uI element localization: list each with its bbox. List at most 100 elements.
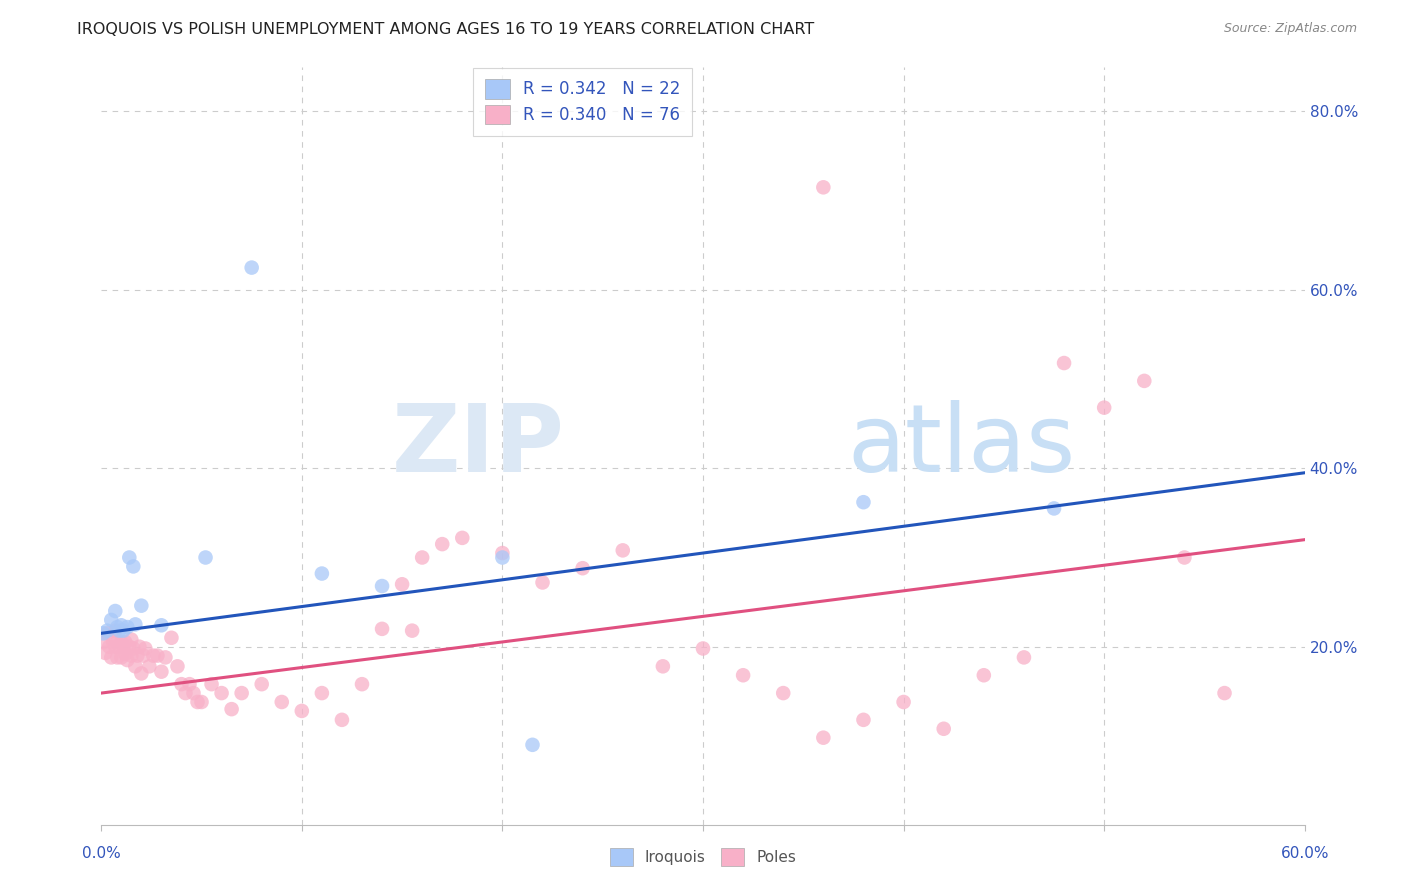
Point: [160, 631, 183, 645]
Point: [491, 550, 513, 565]
Point: [973, 668, 995, 682]
Point: [104, 604, 127, 618]
Point: [96, 626, 118, 640]
Point: [651, 659, 673, 673]
Point: [1173, 550, 1195, 565]
Point: [371, 622, 394, 636]
Point: [150, 618, 173, 632]
Point: [531, 575, 554, 590]
Point: [932, 722, 955, 736]
Point: [240, 260, 263, 275]
Point: [117, 620, 139, 634]
Point: [401, 624, 423, 638]
Point: [94, 646, 117, 660]
Point: [231, 686, 253, 700]
Point: [522, 738, 544, 752]
Point: [91, 626, 114, 640]
Point: [194, 550, 217, 565]
Point: [692, 641, 714, 656]
Point: [112, 640, 135, 654]
Point: [311, 686, 333, 700]
Point: [120, 632, 142, 647]
Point: [104, 640, 127, 654]
Point: [174, 686, 197, 700]
Point: [114, 647, 136, 661]
Point: [612, 543, 634, 558]
Point: [103, 635, 125, 649]
Point: [1012, 650, 1035, 665]
Text: atlas: atlas: [848, 400, 1076, 492]
Point: [1053, 356, 1076, 370]
Point: [291, 704, 314, 718]
Point: [491, 546, 513, 560]
Point: [118, 640, 141, 654]
Point: [183, 686, 205, 700]
Point: [122, 559, 145, 574]
Point: [112, 624, 135, 638]
Point: [91, 635, 114, 649]
Point: [134, 641, 156, 656]
Point: [150, 665, 173, 679]
Point: [330, 713, 353, 727]
Point: [1092, 401, 1115, 415]
Point: [108, 640, 131, 654]
Point: [117, 653, 139, 667]
Point: [124, 659, 146, 673]
Point: [105, 650, 128, 665]
Legend: R = 0.342   N = 22, R = 0.340   N = 76: R = 0.342 N = 22, R = 0.340 N = 76: [474, 68, 692, 136]
Point: [186, 695, 208, 709]
Point: [893, 695, 915, 709]
Point: [100, 613, 122, 627]
Point: [118, 550, 141, 565]
Point: [108, 624, 131, 638]
Point: [170, 677, 193, 691]
Point: [138, 659, 160, 673]
Point: [105, 620, 128, 634]
Point: [432, 537, 454, 551]
Point: [391, 577, 413, 591]
Text: IROQUOIS VS POLISH UNEMPLOYMENT AMONG AGES 16 TO 19 YEARS CORRELATION CHART: IROQUOIS VS POLISH UNEMPLOYMENT AMONG AG…: [77, 22, 814, 37]
Point: [371, 579, 394, 593]
Point: [250, 677, 273, 691]
Point: [1043, 501, 1066, 516]
Point: [1133, 374, 1156, 388]
Point: [813, 731, 835, 745]
Point: [98, 640, 121, 654]
Point: [571, 561, 593, 575]
Point: [105, 635, 128, 649]
Point: [128, 640, 150, 654]
Point: [110, 650, 132, 665]
Point: [155, 650, 177, 665]
Point: [852, 495, 875, 509]
Point: [451, 531, 474, 545]
Text: ZIP: ZIP: [392, 400, 565, 492]
Point: [221, 702, 243, 716]
Point: [114, 635, 136, 649]
Point: [132, 648, 155, 663]
Point: [200, 677, 222, 691]
Legend: Iroquois, Poles: Iroquois, Poles: [602, 841, 804, 873]
Point: [852, 713, 875, 727]
Point: [100, 650, 122, 665]
Point: [190, 695, 212, 709]
Text: Source: ZipAtlas.com: Source: ZipAtlas.com: [1223, 22, 1357, 36]
Point: [772, 686, 794, 700]
Point: [104, 624, 127, 638]
Point: [122, 641, 145, 656]
Point: [411, 550, 433, 565]
Point: [110, 618, 132, 632]
Point: [131, 666, 153, 681]
Point: [733, 668, 755, 682]
Point: [124, 617, 146, 632]
Point: [142, 648, 165, 663]
Point: [350, 677, 373, 691]
Point: [96, 624, 118, 638]
Point: [127, 648, 149, 663]
Text: 60.0%: 60.0%: [1281, 847, 1329, 861]
Point: [311, 566, 333, 581]
Point: [179, 677, 201, 691]
Point: [110, 635, 132, 649]
Point: [813, 180, 835, 194]
Point: [146, 648, 169, 663]
Text: 0.0%: 0.0%: [82, 847, 121, 861]
